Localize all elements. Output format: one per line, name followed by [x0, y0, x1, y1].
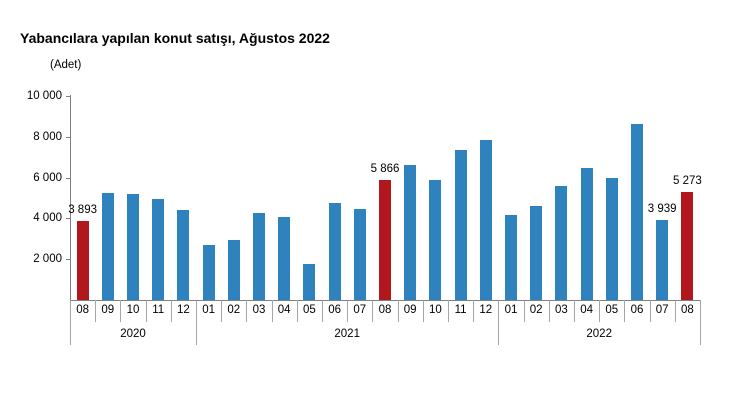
month-label-2021-07: 07	[353, 304, 367, 316]
chart-title: Yabancılara yapılan konut satışı, Ağusto…	[20, 30, 330, 46]
bar-2020-08	[76, 220, 89, 300]
y-tick-10000	[66, 96, 70, 97]
y-tick-4000	[66, 218, 70, 220]
bar-2022-05	[605, 178, 618, 300]
bar-2021-12	[479, 140, 492, 300]
month-label-2022-06: 06	[630, 304, 644, 316]
x-separator-16	[473, 300, 475, 322]
y-tick-2000	[66, 259, 70, 261]
y-tick-label-6000: 6 000	[33, 171, 62, 184]
bar-2022-02	[530, 206, 543, 300]
bar-2022-08	[681, 192, 694, 300]
x-separator-1	[95, 300, 97, 322]
bar-2022-07	[656, 219, 669, 300]
month-label-2022-05: 05	[605, 304, 619, 316]
month-label-2021-05: 05	[302, 304, 316, 316]
bar-2020-10	[127, 194, 139, 300]
y-tick-8000	[66, 136, 70, 138]
y-tick-label-4000: 4 000	[33, 212, 62, 225]
month-label-2021-06: 06	[328, 304, 341, 316]
x-separator-23	[649, 300, 651, 322]
bar-2021-10	[429, 179, 442, 300]
bar-2021-11	[454, 149, 467, 300]
month-label-2021-09: 09	[403, 304, 417, 316]
month-label-2021-12: 12	[479, 304, 493, 316]
x-separator-19	[548, 300, 550, 322]
x-separator-6	[221, 300, 223, 322]
bar-2020-12	[177, 209, 190, 300]
year-label-2021: 2021	[334, 328, 360, 340]
y-tick-label-10000: 10 000	[26, 90, 62, 102]
x-separator-13	[397, 300, 399, 322]
y-axis-line	[70, 95, 71, 300]
bar-2021-07	[353, 209, 366, 300]
value-label-2022-07: 3 939	[647, 202, 677, 215]
x-separator-12	[372, 300, 374, 322]
x-separator-21	[599, 300, 601, 322]
x-separator-22	[624, 300, 626, 322]
month-label-2022-03: 03	[554, 304, 568, 316]
x-separator-4	[170, 300, 172, 322]
value-label-2022-08: 5 273	[673, 175, 702, 188]
month-label-2022-08: 08	[680, 304, 694, 316]
x-separator-2	[120, 300, 122, 322]
month-label-2022-07: 07	[655, 304, 669, 316]
y-tick-label-2000: 2 000	[33, 253, 62, 266]
y-tick-6000	[66, 177, 70, 179]
month-label-2022-02: 02	[529, 304, 543, 316]
y-tick-label-8000: 8 000	[33, 130, 62, 143]
x-separator-11	[347, 300, 349, 322]
x-separator-5	[196, 300, 197, 345]
month-label-2021-04: 04	[277, 304, 291, 316]
value-label-2021-08: 5 866	[370, 163, 400, 176]
month-label-2020-09: 09	[101, 304, 115, 316]
month-label-2020-10: 10	[126, 304, 140, 316]
bar-2022-01	[505, 214, 517, 300]
month-label-2021-08: 08	[378, 304, 392, 316]
month-label-2021-02: 02	[227, 304, 241, 316]
x-separator-0	[70, 300, 71, 345]
bar-2020-11	[152, 198, 165, 300]
year-label-2022: 2022	[586, 328, 612, 340]
x-separator-15	[448, 300, 449, 322]
bar-2022-06	[631, 123, 643, 300]
x-separator-3	[145, 300, 147, 322]
x-separator-8	[271, 300, 273, 322]
x-separator-25	[700, 300, 701, 345]
month-label-2021-10: 10	[428, 304, 442, 316]
month-label-2021-03: 03	[252, 304, 266, 316]
bar-2021-06	[328, 203, 341, 300]
x-separator-7	[246, 300, 248, 322]
bar-2021-02	[227, 239, 240, 300]
month-label-2021-01: 01	[202, 304, 215, 316]
month-label-2020-11: 11	[152, 304, 165, 316]
bar-2022-03	[555, 186, 568, 300]
bar-2021-03	[253, 213, 265, 300]
x-separator-10	[322, 300, 323, 322]
y-axis-unit-label: (Adet)	[50, 59, 82, 71]
month-label-2022-01: 01	[504, 304, 518, 316]
x-separator-24	[674, 300, 676, 322]
month-label-2022-04: 04	[580, 304, 593, 316]
bar-2022-04	[580, 168, 593, 300]
bar-2021-05	[303, 263, 316, 300]
x-separator-14	[422, 300, 424, 322]
bar-2020-09	[101, 192, 114, 300]
bar-2021-01	[202, 245, 215, 300]
x-separator-18	[523, 300, 525, 322]
bar-2021-09	[404, 164, 417, 300]
x-separator-17	[498, 300, 500, 345]
month-label-2020-12: 12	[176, 304, 190, 316]
bar-2021-08	[379, 180, 391, 300]
x-separator-20	[574, 300, 575, 322]
year-label-2020: 2020	[120, 328, 146, 340]
month-label-2020-08: 08	[76, 304, 89, 316]
value-label-2020-08: 3 893	[68, 203, 97, 216]
month-label-2021-11: 11	[454, 304, 467, 316]
x-separator-9	[296, 300, 298, 322]
x-axis-line	[70, 300, 701, 301]
bar-2021-04	[278, 216, 291, 300]
